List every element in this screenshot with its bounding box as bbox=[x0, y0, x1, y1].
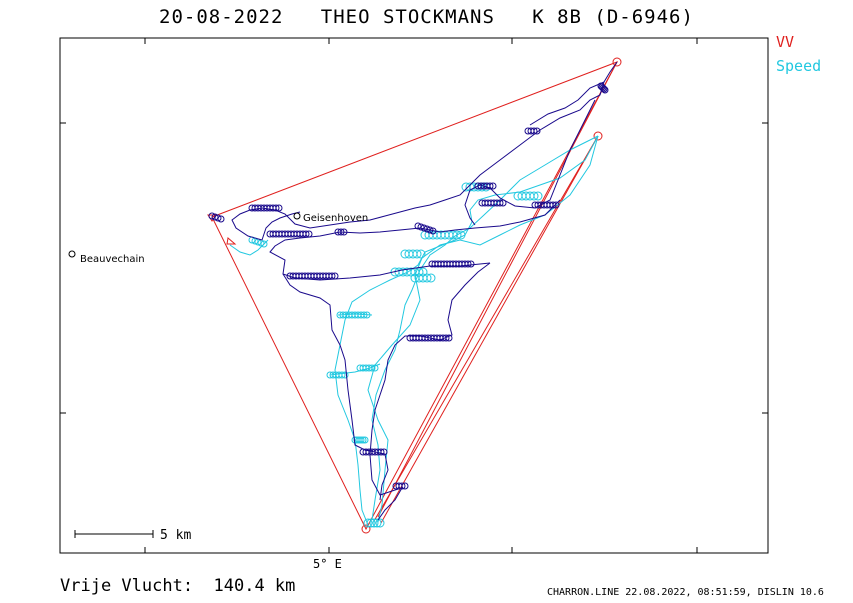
thermal-circle bbox=[359, 436, 367, 444]
thermal-circle bbox=[398, 482, 406, 490]
thermal-circle bbox=[331, 272, 339, 280]
thermal-circle bbox=[426, 226, 434, 234]
map-frame bbox=[59, 37, 769, 554]
thermal-circle bbox=[533, 191, 543, 201]
thermal-circle bbox=[445, 334, 453, 342]
thermal-circle bbox=[420, 224, 428, 232]
place-beauvechain: Beauvechain bbox=[68, 250, 145, 265]
thermal-circle bbox=[372, 518, 382, 528]
flight-title: 20-08-2022 THEO STOCKMANS K 8B (D-6946) bbox=[159, 6, 694, 28]
thermal-circle bbox=[414, 222, 422, 230]
thermal-circle bbox=[275, 204, 283, 212]
thermal-circle bbox=[467, 260, 475, 268]
thermal-circle bbox=[552, 201, 560, 209]
thermal-circle bbox=[486, 182, 494, 190]
thermal-circle bbox=[211, 213, 219, 221]
thermal-circle bbox=[422, 273, 432, 283]
thermal-circle bbox=[337, 228, 345, 236]
thermal-circle bbox=[340, 228, 348, 236]
thermal-circle bbox=[412, 249, 422, 259]
thermal-circle bbox=[380, 448, 388, 456]
thermal-circle bbox=[208, 212, 216, 220]
thermal-circle bbox=[357, 436, 365, 444]
thermal-circle bbox=[452, 230, 462, 240]
thermal-circles bbox=[208, 82, 609, 490]
place-label-geisenhoven: Geisenhoven bbox=[303, 213, 368, 224]
legend-vv: VV bbox=[776, 33, 795, 51]
speed-track bbox=[229, 135, 599, 526]
scale-label: 5 km bbox=[160, 528, 191, 543]
thermal-circle bbox=[377, 448, 385, 456]
thermal-circle bbox=[214, 214, 222, 222]
thermal-circle bbox=[363, 311, 371, 319]
scale-bar: 5 km bbox=[74, 528, 191, 543]
thermal-circle bbox=[366, 518, 376, 528]
thermal-circle bbox=[368, 364, 376, 372]
thermal-circle bbox=[416, 249, 426, 259]
vv-task-lines bbox=[211, 61, 619, 531]
thermal-circle bbox=[533, 127, 541, 135]
thermal-circle bbox=[371, 364, 379, 372]
thermal-circle bbox=[272, 204, 280, 212]
thermal-circle bbox=[361, 436, 369, 444]
place-geisenhoven: Geisenhoven bbox=[293, 212, 368, 224]
speed-circles bbox=[248, 182, 543, 528]
thermal-circle bbox=[360, 311, 368, 319]
thermal-circle bbox=[489, 182, 497, 190]
thermal-circle bbox=[423, 225, 431, 233]
software-credit: CHARRON.LINE 22.08.2022, 08:51:59, DISLI… bbox=[547, 587, 824, 598]
thermal-circle bbox=[429, 227, 437, 235]
thermal-circle bbox=[302, 230, 310, 238]
flight-track bbox=[231, 61, 618, 521]
thermal-circle bbox=[369, 518, 379, 528]
place-marker-icon bbox=[293, 212, 301, 220]
longitude-label: 5° E bbox=[313, 557, 342, 571]
vv-turnpoint-markers bbox=[207, 57, 622, 534]
thermal-circle bbox=[260, 240, 268, 248]
thermal-circle bbox=[401, 482, 409, 490]
place-label-beauvechain: Beauvechain bbox=[80, 254, 145, 265]
thermal-circle bbox=[442, 334, 450, 342]
thermal-circle bbox=[426, 273, 436, 283]
thermal-circle bbox=[375, 518, 385, 528]
legend-speed: Speed bbox=[776, 57, 822, 75]
thermal-circle bbox=[601, 86, 609, 94]
thermal-circle bbox=[549, 201, 557, 209]
thermal-circle bbox=[338, 371, 346, 379]
thermal-circle bbox=[600, 85, 608, 93]
thermal-circle bbox=[363, 518, 373, 528]
thermal-circle bbox=[328, 272, 336, 280]
thermal-circle bbox=[529, 191, 539, 201]
thermal-circle bbox=[417, 223, 425, 231]
thermal-circle bbox=[464, 260, 472, 268]
thermal-circle bbox=[341, 371, 349, 379]
thermal-circle bbox=[456, 230, 466, 240]
thermal-circle bbox=[499, 199, 507, 207]
thermal-circle bbox=[530, 127, 538, 135]
free-flight-distance: Vrije Vlucht: 140.4 km bbox=[60, 576, 296, 596]
thermal-circle bbox=[305, 230, 313, 238]
thermal-circle bbox=[496, 199, 504, 207]
thermal-circle bbox=[599, 84, 607, 92]
thermal-circle bbox=[217, 215, 225, 223]
axis-ticks bbox=[60, 38, 768, 553]
place-marker-icon bbox=[68, 250, 76, 258]
